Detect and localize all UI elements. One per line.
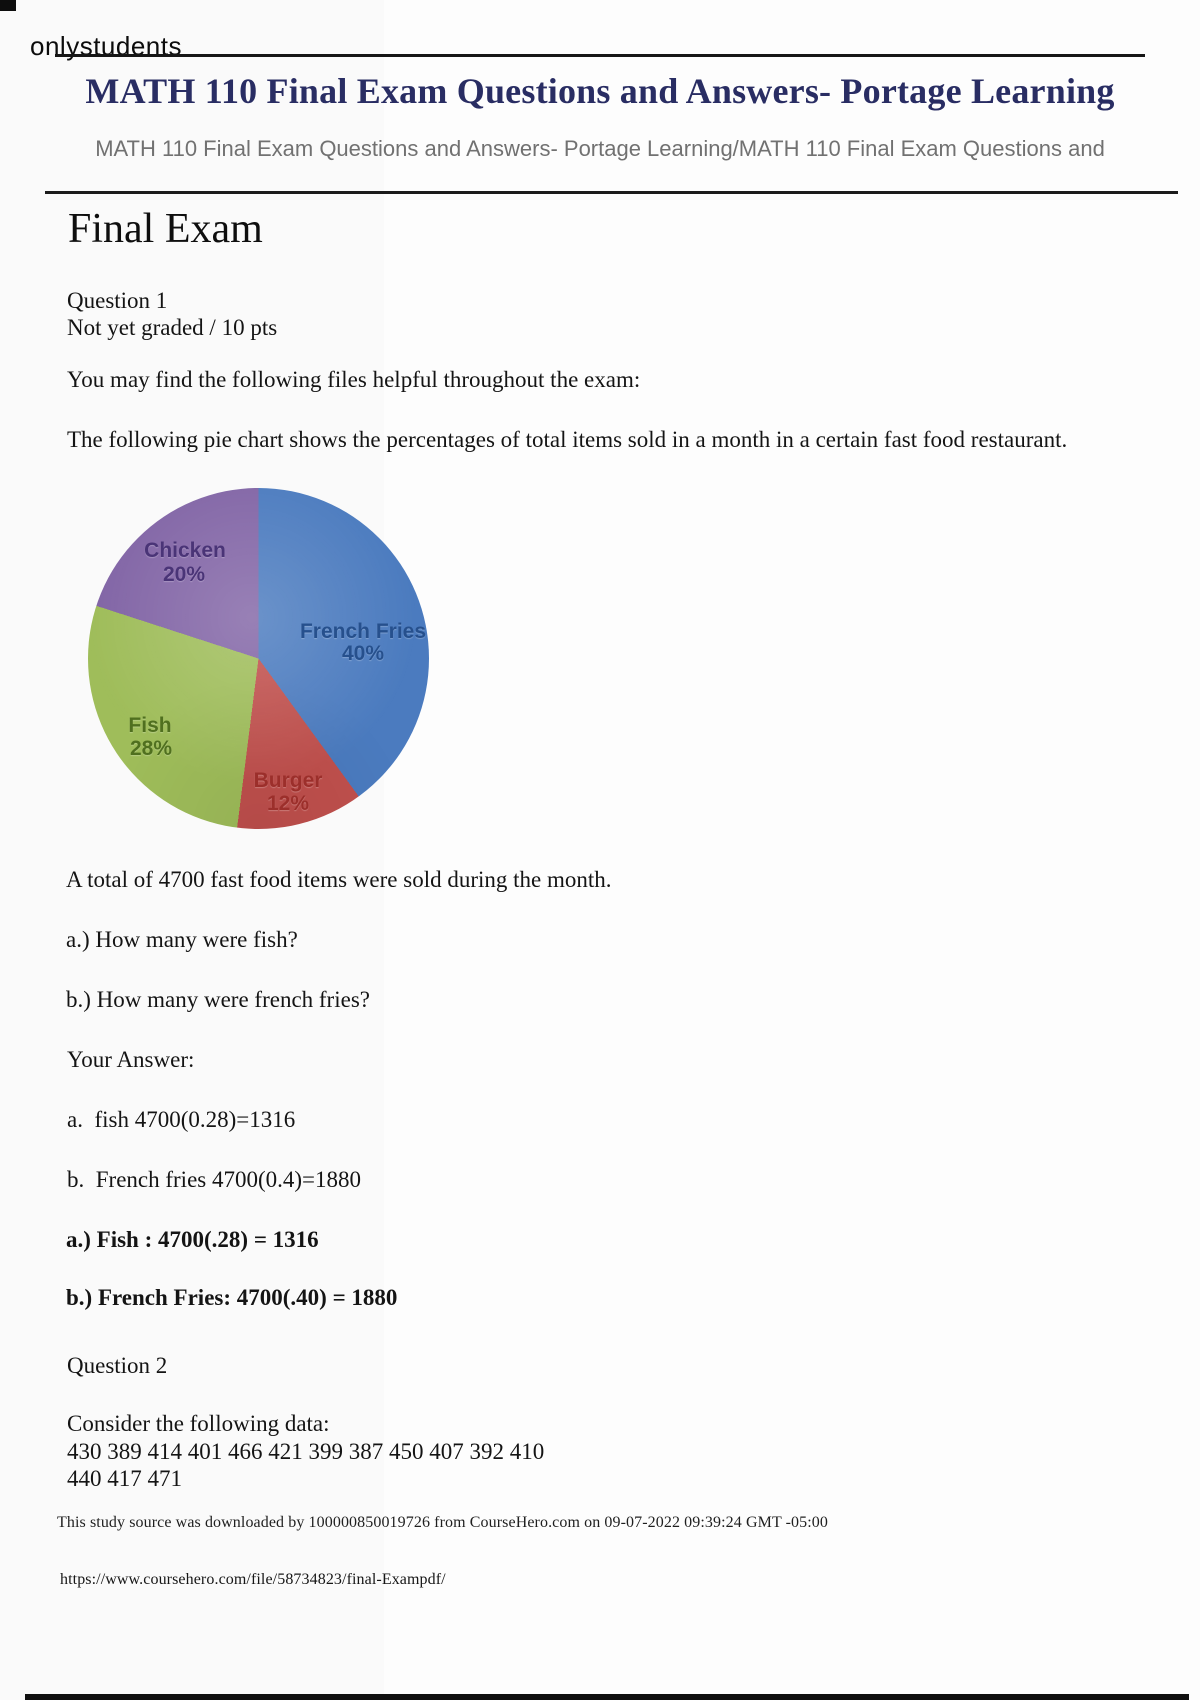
- pie-slice-pct-chicken: 20%: [162, 563, 206, 586]
- question2-intro: Consider the following data:: [67, 1411, 330, 1436]
- page-title: MATH 110 Final Exam Questions and Answer…: [85, 71, 1115, 111]
- pie-slice-label-burger: Burger: [253, 769, 323, 792]
- question2-data-line1: 430 389 414 401 466 421 399 387 450 407 …: [67, 1439, 545, 1464]
- pie-slice-pct-french-fries: 40%: [341, 642, 385, 665]
- pie-slice-pct-fish: 28%: [129, 737, 173, 760]
- pie-slice-label-chicken: Chicken: [144, 539, 226, 562]
- header-rule: [55, 54, 1145, 57]
- section-heading: Final Exam: [68, 206, 263, 252]
- question1-intro: You may find the following files helpful…: [67, 367, 641, 392]
- question2-data-line2: 440 417 471: [67, 1466, 182, 1491]
- your-answer-label: Your Answer:: [67, 1047, 195, 1072]
- question1-label: Question 1: [67, 288, 168, 313]
- pie-slice-pct-burger: 12%: [266, 792, 310, 815]
- answer-a: a. fish 4700(0.28)=1316: [67, 1107, 296, 1132]
- scan-artifact-mark: [0, 0, 16, 11]
- question1-grade-status: Not yet graded / 10 pts: [67, 315, 278, 340]
- answer-b: b. French fries 4700(0.4)=1880: [67, 1167, 362, 1192]
- question1-total-statement: A total of 4700 fast food items were sol…: [66, 867, 612, 892]
- pie-chart: [88, 488, 429, 829]
- pie-slice-label-french-fries: French Fries: [299, 620, 427, 643]
- pie-slice-label-fish: Fish: [128, 714, 172, 737]
- watermark-text: onlystudents: [30, 31, 182, 61]
- question1-part-b: b.) How many were french fries?: [66, 987, 370, 1012]
- footer-source-line: This study source was downloaded by 1000…: [57, 1514, 829, 1531]
- subtitle-rule: [45, 191, 1178, 194]
- question1-part-a: a.) How many were fish?: [66, 927, 298, 952]
- page-subtitle: MATH 110 Final Exam Questions and Answer…: [95, 136, 1105, 161]
- footer-url-link[interactable]: https://www.coursehero.com/file/58734823…: [60, 1571, 446, 1588]
- answer-a-bold: a.) Fish : 4700(.28) = 1316: [66, 1227, 319, 1252]
- question2-label: Question 2: [67, 1353, 168, 1378]
- pie-chart-caption: The following pie chart shows the percen…: [67, 427, 1068, 452]
- answer-b-bold: b.) French Fries: 4700(.40) = 1880: [66, 1285, 398, 1310]
- pie-chart-circle: [88, 488, 429, 829]
- pie-chart-sheen: [88, 488, 429, 829]
- bottom-bar: [25, 1694, 1189, 1700]
